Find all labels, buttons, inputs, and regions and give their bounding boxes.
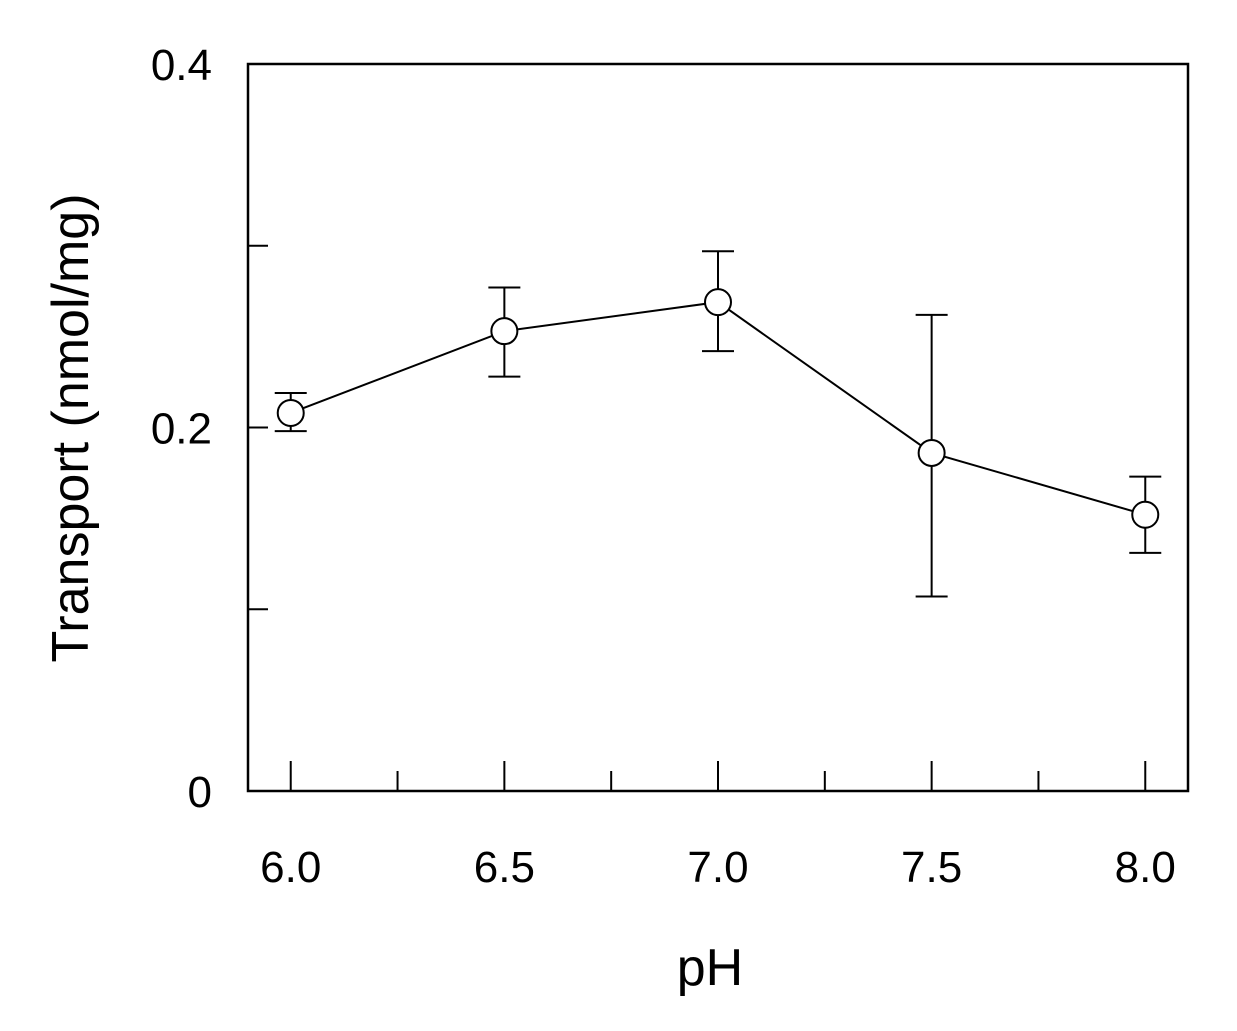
x-tick-label: 7.5 (901, 843, 962, 892)
x-tick-label: 7.0 (687, 843, 748, 892)
data-point (1131, 500, 1160, 529)
axis-ticks (248, 63, 1147, 792)
data-point (276, 398, 305, 427)
y-axis-title: Transport (nmol/mg) (42, 193, 100, 662)
x-tick-label: 8.0 (1115, 843, 1176, 892)
plot-frame (246, 62, 1190, 793)
data-point (704, 288, 732, 317)
x-tick-label: 6.0 (260, 843, 321, 892)
x-axis-title: pH (677, 939, 743, 997)
data-series (276, 288, 1160, 529)
y-tick-label: 0 (188, 768, 212, 817)
x-tick-labels: 6.0 6.5 7.0 7.5 8.0 (260, 843, 1176, 892)
data-point (917, 438, 946, 467)
x-tick-label: 6.5 (474, 843, 535, 892)
y-tick-labels: 0 0.2 0.4 (151, 41, 212, 817)
y-tick-label: 0.2 (151, 405, 212, 454)
y-tick-label: 0.4 (151, 41, 212, 90)
data-point (490, 317, 519, 346)
